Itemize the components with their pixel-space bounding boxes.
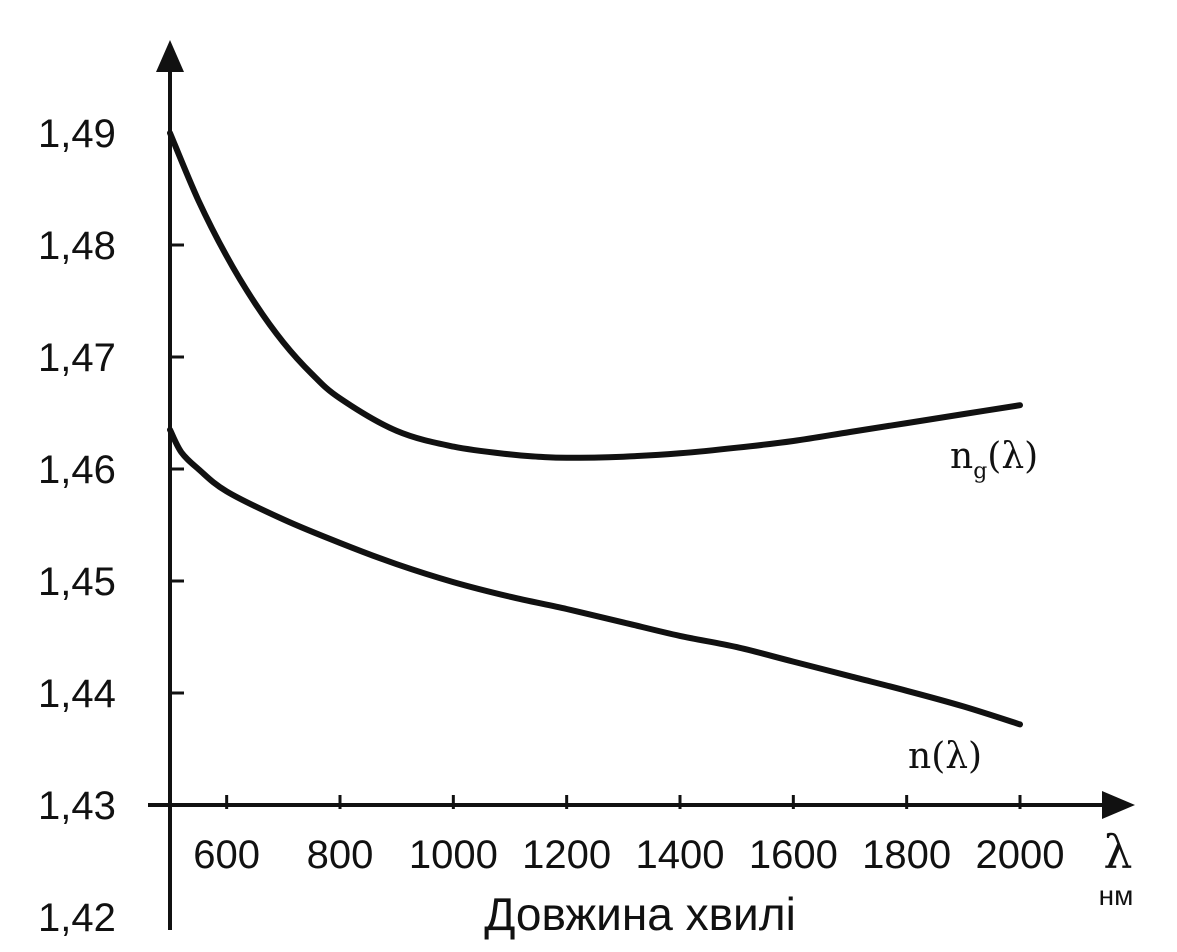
y-tick-label: 1,46 — [38, 448, 116, 492]
labels: ng(λ) n(λ) λнм Довжина хвилі — [484, 436, 1133, 940]
axes — [148, 40, 1135, 930]
x-tick-label: 600 — [193, 833, 260, 877]
series-label-ng: ng(λ) — [950, 436, 1038, 484]
y-tick-label: 1,44 — [38, 672, 116, 716]
x-tick-label: 1400 — [636, 833, 725, 877]
x-tick-label: 1000 — [409, 833, 498, 877]
y-tick-label: 1,43 — [38, 784, 116, 828]
y-tick-label: 1,42 — [38, 896, 116, 940]
series-line-n — [167, 426, 1023, 728]
curves — [167, 130, 1023, 728]
series-label-n: n(λ) — [908, 736, 982, 777]
y-axis-arrow — [156, 40, 184, 72]
y-tick-label: 1,45 — [38, 560, 116, 604]
x-axis-symbol: λ — [1103, 825, 1132, 879]
y-tick-label: 1,47 — [38, 336, 116, 380]
x-tick-label: 1600 — [749, 833, 838, 877]
x-axis-unit: нм — [1099, 880, 1134, 911]
y-tick-label: 1,48 — [38, 224, 116, 268]
x-tick-label: 2000 — [976, 833, 1065, 877]
x-axis-arrow — [1102, 791, 1135, 819]
ticks: 1,42 1,43 1,44 1,45 1,46 1,47 1,48 1,49 600 800 10… — [38, 112, 1064, 940]
x-tick-label: 800 — [307, 833, 374, 877]
x-tick-label: 1800 — [862, 833, 951, 877]
x-axis-title: Довжина хвилі — [484, 888, 796, 940]
series-line-ng — [167, 130, 1023, 461]
y-tick-label: 1,49 — [38, 112, 116, 156]
x-tick-label: 1200 — [522, 833, 611, 877]
